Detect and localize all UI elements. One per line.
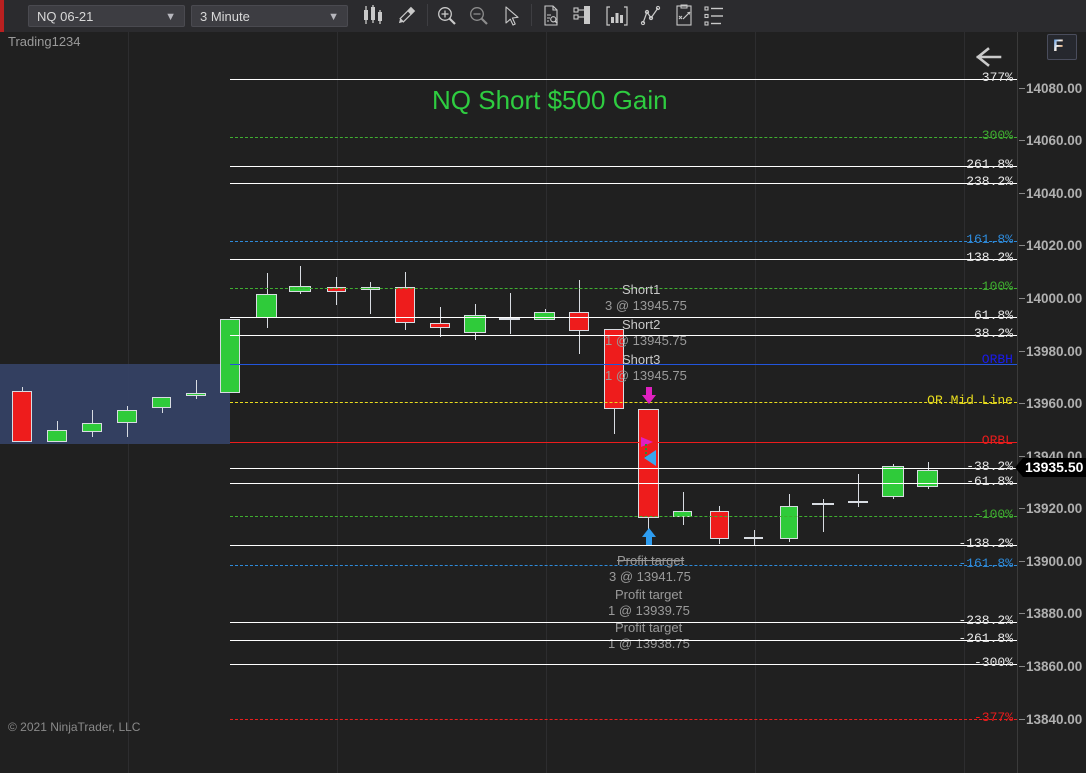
svg-text:F: F: [1053, 36, 1063, 55]
